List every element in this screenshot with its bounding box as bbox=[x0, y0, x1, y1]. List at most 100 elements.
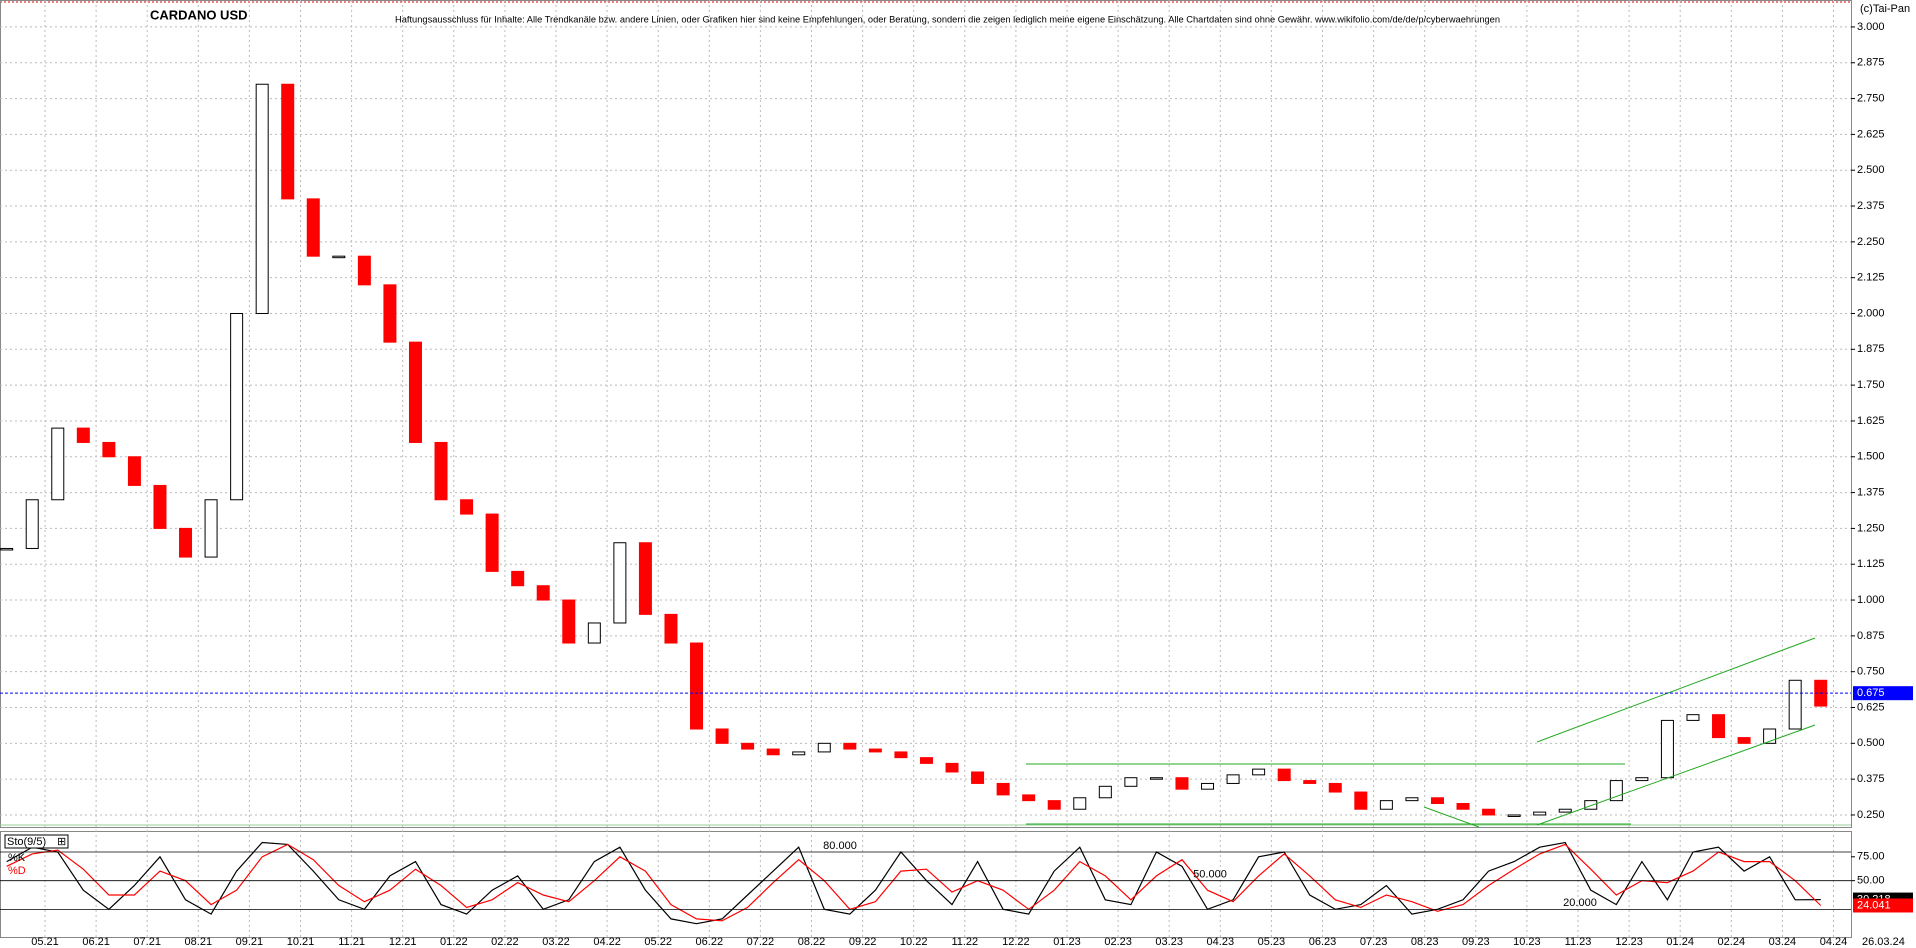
x-tick-label: 01.22 bbox=[440, 936, 468, 948]
copyright: (c)Tai-Pan bbox=[1860, 3, 1910, 15]
candle bbox=[1686, 714, 1700, 721]
trend-channel bbox=[1536, 724, 1816, 826]
candle bbox=[690, 642, 704, 730]
candle bbox=[919, 757, 933, 764]
candle bbox=[1175, 777, 1189, 790]
candle bbox=[996, 782, 1010, 796]
candle bbox=[204, 499, 218, 558]
x-tick-label: 02.24 bbox=[1718, 936, 1746, 948]
candle bbox=[1533, 811, 1547, 816]
x-tick-label: 04.23 bbox=[1207, 936, 1235, 948]
y-tick-label: 0.750 bbox=[1857, 666, 1885, 678]
candle bbox=[1328, 782, 1342, 793]
candle bbox=[0, 547, 14, 551]
x-tick-label: 06.22 bbox=[696, 936, 724, 948]
x-tick-label: 11.23 bbox=[1565, 936, 1592, 948]
candle bbox=[1252, 768, 1266, 776]
x-tick-label: 08.21 bbox=[185, 936, 213, 948]
x-tick-label: 07.22 bbox=[747, 936, 775, 948]
x-tick-label: 12.21 bbox=[389, 936, 417, 948]
candle bbox=[127, 456, 141, 486]
candle bbox=[332, 255, 346, 259]
trend-line bbox=[1423, 806, 1480, 828]
stoch-panel bbox=[0, 831, 1852, 938]
y-tick-label: 0.500 bbox=[1857, 737, 1885, 749]
candle bbox=[281, 83, 295, 200]
x-tick-label: 12.23 bbox=[1615, 936, 1643, 948]
candle bbox=[1047, 800, 1061, 810]
candle bbox=[1201, 782, 1215, 790]
y-tick-label: 2.500 bbox=[1857, 164, 1885, 176]
candle bbox=[843, 742, 857, 750]
candle bbox=[1635, 777, 1649, 782]
x-tick-label: 02.23 bbox=[1104, 936, 1132, 948]
candle bbox=[1558, 808, 1572, 813]
x-tick-label: 04.24 bbox=[1820, 936, 1848, 948]
candle bbox=[664, 613, 678, 644]
y-tick-label: 0.875 bbox=[1857, 630, 1885, 642]
y-tick-label: 2.375 bbox=[1857, 200, 1885, 212]
legend-d: %D bbox=[8, 865, 26, 877]
indicator-box[interactable] bbox=[4, 834, 69, 849]
y-tick-label: 50.00 bbox=[1857, 875, 1885, 887]
candle bbox=[1430, 797, 1444, 805]
value-box bbox=[1853, 898, 1913, 913]
candle bbox=[383, 284, 397, 343]
candle bbox=[1737, 737, 1751, 744]
candle bbox=[638, 542, 652, 615]
stoch-line bbox=[6, 841, 1821, 925]
x-tick-label: 05.23 bbox=[1258, 936, 1286, 948]
candle bbox=[434, 441, 448, 501]
level-label: 20.000 bbox=[1563, 897, 1597, 909]
disclaimer: Haftungsausschluss für Inhalte: Alle Tre… bbox=[395, 14, 1500, 24]
candle bbox=[511, 570, 525, 587]
y-tick-label: 75.00 bbox=[1857, 851, 1885, 863]
x-tick-label: 01.23 bbox=[1053, 936, 1081, 948]
last-price-label: 0.675 bbox=[1857, 687, 1885, 699]
candle bbox=[408, 341, 422, 443]
x-tick-label: 03.24 bbox=[1769, 936, 1797, 948]
y-tick-label: 0.625 bbox=[1857, 701, 1885, 713]
candle bbox=[1022, 794, 1036, 802]
candle bbox=[1456, 803, 1470, 810]
candle bbox=[613, 542, 627, 624]
marks bbox=[0, 83, 1828, 925]
candle bbox=[971, 771, 985, 784]
x-tick-label: 08.22 bbox=[798, 936, 826, 948]
indicator-plus[interactable]: ⊞ bbox=[57, 836, 66, 848]
candle bbox=[1788, 679, 1802, 730]
y-tick-label: 1.500 bbox=[1857, 451, 1885, 463]
y-tick-label: 1.000 bbox=[1857, 594, 1885, 606]
candle bbox=[1226, 774, 1240, 784]
y-tick-label: 0.250 bbox=[1857, 809, 1885, 821]
candle bbox=[1124, 777, 1138, 787]
x-tick-label: 04.22 bbox=[593, 936, 621, 948]
x-tick-label: 05.22 bbox=[644, 936, 672, 948]
candle bbox=[102, 441, 116, 458]
candle bbox=[179, 527, 193, 558]
candle bbox=[741, 742, 755, 750]
x-tick-label: 06.21 bbox=[82, 936, 110, 948]
x-tick-label: 11.22 bbox=[951, 936, 978, 948]
candle bbox=[587, 622, 601, 644]
candle bbox=[230, 312, 244, 501]
x-tick-label: 11.21 bbox=[338, 936, 365, 948]
candle bbox=[894, 751, 908, 759]
candle bbox=[766, 748, 780, 756]
y-tick-label: 2.875 bbox=[1857, 57, 1885, 69]
candle bbox=[1098, 785, 1112, 799]
grid bbox=[0, 0, 1851, 938]
trend-channel bbox=[1536, 637, 1816, 743]
candle bbox=[536, 585, 550, 601]
candle bbox=[255, 83, 269, 314]
candle bbox=[1660, 719, 1674, 779]
x-tick-label: 07.21 bbox=[133, 936, 161, 948]
candle bbox=[1405, 797, 1419, 802]
indicator-title: Sto(9/5) bbox=[7, 836, 46, 848]
candle bbox=[945, 762, 959, 773]
y-tick-label: 0.375 bbox=[1857, 773, 1885, 785]
candle bbox=[1482, 808, 1496, 816]
y-tick-label: 1.375 bbox=[1857, 486, 1885, 498]
